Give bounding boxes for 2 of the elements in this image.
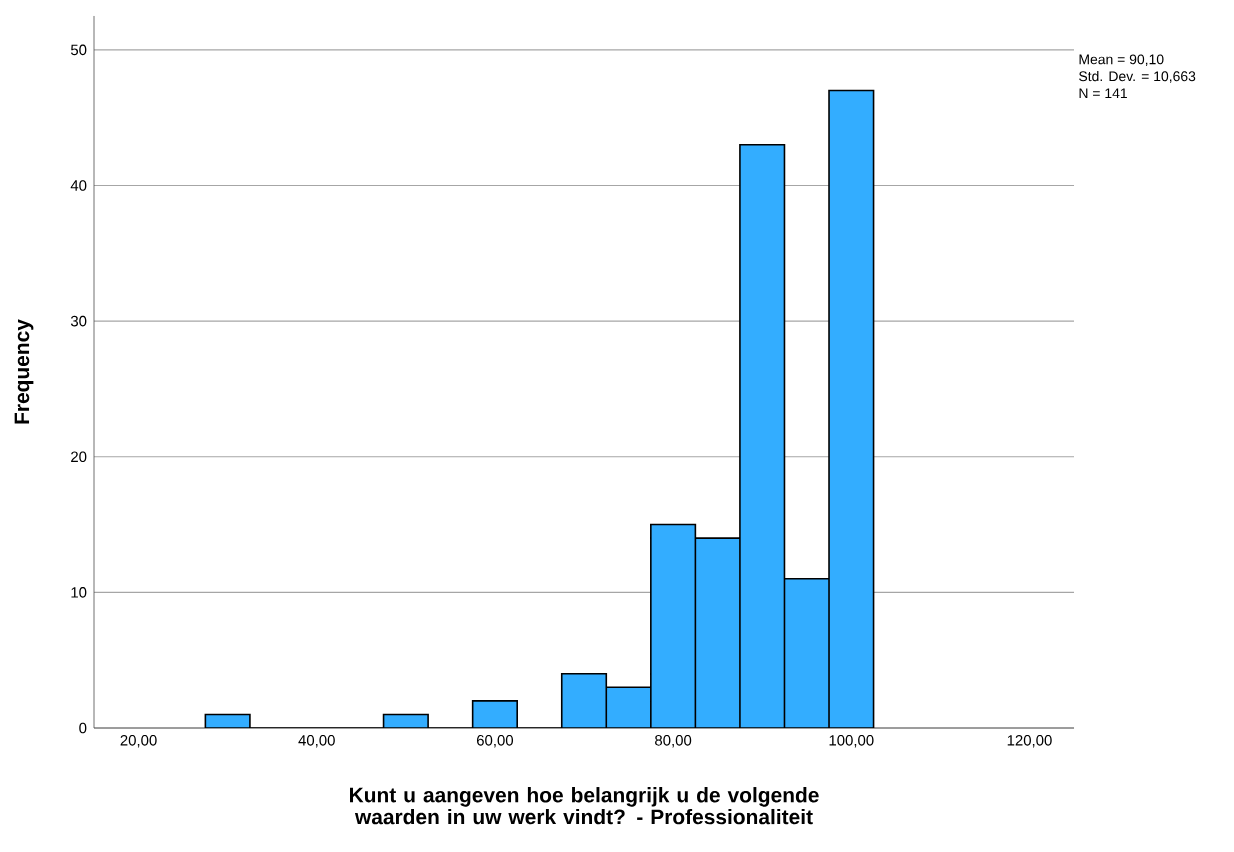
x-axis-title: Kunt u aangeven hoe belangrijk u de volgende waarden in uw werk vindt? - Professionaliteit xyxy=(350,787,819,825)
y-axis-title: Frequency xyxy=(14,319,34,424)
